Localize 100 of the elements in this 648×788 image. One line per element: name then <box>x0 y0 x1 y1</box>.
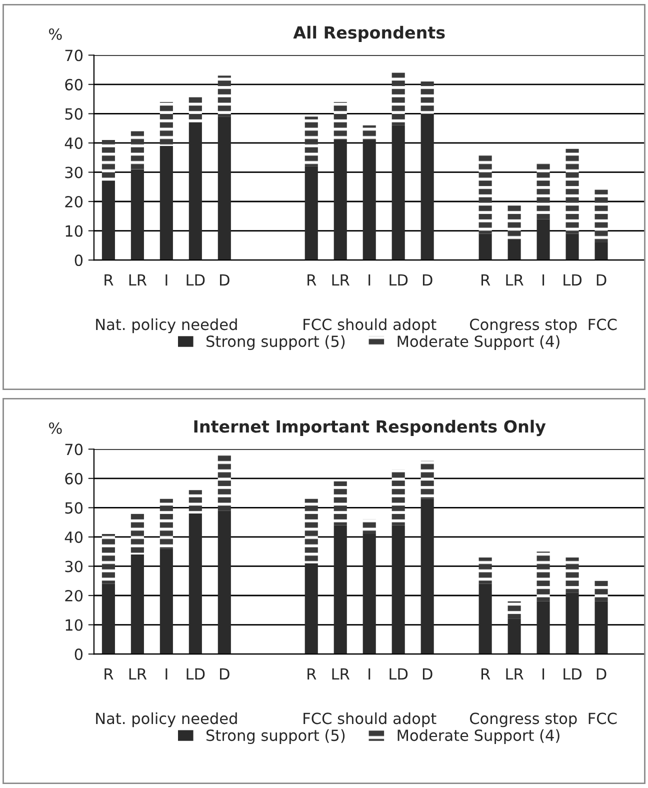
y-tick-label: 70 <box>65 444 83 456</box>
x-tick-label: I <box>166 668 168 680</box>
x-tick-label: LR <box>129 668 147 680</box>
legend-label: Moderate Support (4) <box>398 335 560 350</box>
y-tick-label: 0 <box>74 648 83 660</box>
bar <box>566 148 579 234</box>
bar <box>566 234 579 260</box>
chart-title: All Respondents <box>293 26 445 42</box>
bar <box>508 204 521 240</box>
text: FCC should adopt <box>304 318 436 334</box>
bar <box>508 618 521 654</box>
x-tick-label: LR <box>332 274 350 286</box>
bar <box>188 122 202 260</box>
y-tick-label: 60 <box>65 472 83 484</box>
y-tick-label: 50 <box>65 502 83 514</box>
x-tick-label: LR <box>332 668 350 680</box>
bar <box>594 190 608 242</box>
bar <box>594 601 608 654</box>
bar <box>594 242 608 260</box>
bar <box>334 525 347 654</box>
bar <box>420 114 434 260</box>
bar <box>362 534 376 654</box>
bar <box>218 116 231 260</box>
bar <box>392 470 405 526</box>
chart-title: Internet Important Respondents Only <box>194 420 546 436</box>
x-tick-label: R <box>308 668 316 680</box>
bar <box>130 514 144 555</box>
bar <box>362 140 376 260</box>
y-axis-title: % <box>48 422 62 434</box>
bar <box>160 102 173 146</box>
bar <box>218 455 231 511</box>
text: Nat. policy needed <box>96 712 237 728</box>
y-axis-title: % <box>48 28 62 40</box>
x-tick-label: I <box>542 668 544 680</box>
y-tick-label: 60 <box>65 78 83 90</box>
bar <box>536 219 550 260</box>
y-tick-label: 30 <box>65 560 83 572</box>
bar <box>188 96 202 122</box>
x-tick-label: D <box>220 668 230 680</box>
x-tick-label: R <box>104 274 114 286</box>
bar <box>160 498 173 549</box>
text: Congress stop FCC <box>470 318 617 334</box>
bar <box>304 498 318 564</box>
y-tick-label: 0 <box>74 254 83 266</box>
bar <box>536 163 550 220</box>
x-tick-label: D <box>422 274 432 286</box>
bar <box>102 534 115 584</box>
bar <box>102 140 115 182</box>
bar <box>218 76 231 117</box>
bar <box>420 82 434 114</box>
bar <box>420 460 434 499</box>
x-tick-label: R <box>482 668 490 680</box>
y-tick-label: 20 <box>65 196 83 208</box>
text: Nat. policy needed <box>96 318 237 334</box>
bar <box>392 72 405 126</box>
bar <box>508 601 521 619</box>
x-tick-label: I <box>542 274 544 286</box>
bar <box>478 154 492 234</box>
x-tick-label: I <box>368 668 370 680</box>
x-tick-label: D <box>596 668 606 680</box>
bar <box>304 166 318 260</box>
bar <box>392 525 405 654</box>
x-tick-label: LR <box>129 274 147 286</box>
y-tick-label: 40 <box>64 137 83 149</box>
x-tick-label: LD <box>564 274 582 286</box>
bar <box>334 140 347 260</box>
bar <box>508 240 521 260</box>
x-tick-label: LD <box>564 668 582 680</box>
text: FCC should adopt <box>304 712 436 728</box>
x-tick-label: I <box>166 274 168 286</box>
x-tick-label: D <box>220 274 230 286</box>
bar <box>478 234 492 260</box>
x-tick-label: LD <box>390 274 408 286</box>
x-tick-label: I <box>368 274 370 286</box>
legend-label: Strong support (5) <box>206 335 345 350</box>
x-tick-label: R <box>104 668 114 680</box>
y-tick-label: 50 <box>65 108 83 120</box>
x-tick-label: R <box>308 274 316 286</box>
bar <box>102 584 115 654</box>
bar <box>420 498 434 654</box>
x-tick-label: LD <box>390 668 408 680</box>
y-tick-label: 70 <box>65 50 83 62</box>
bar <box>478 557 492 584</box>
bar <box>334 102 347 140</box>
bar <box>362 519 376 534</box>
x-tick-label: D <box>422 668 432 680</box>
text: Congress stop FCC <box>470 712 617 728</box>
bar <box>536 601 550 654</box>
x-tick-label: LR <box>506 668 524 680</box>
y-tick-label: 40 <box>64 531 83 543</box>
bar <box>304 116 318 166</box>
y-tick-label: 10 <box>66 619 83 631</box>
bar <box>566 557 579 593</box>
y-tick-label: 30 <box>65 166 83 178</box>
bar <box>304 563 318 654</box>
x-tick-label: D <box>596 274 606 286</box>
x-tick-label: LD <box>186 274 205 286</box>
x-tick-label: LD <box>186 668 205 680</box>
bar <box>478 584 492 654</box>
bar <box>130 169 144 260</box>
